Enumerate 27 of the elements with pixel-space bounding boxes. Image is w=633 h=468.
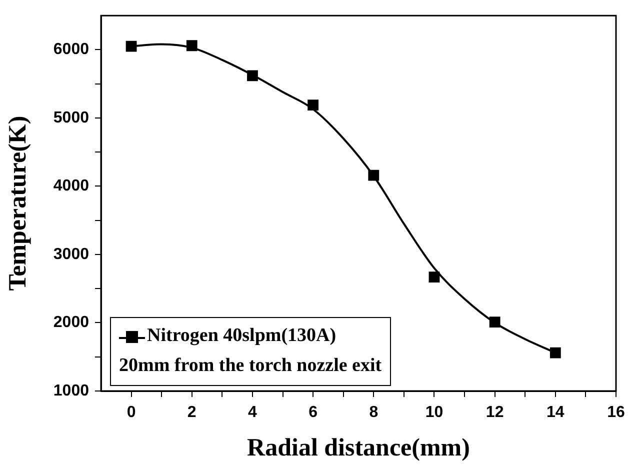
x-axis-title: Radial distance(mm) [247, 434, 470, 462]
y-tick-label: 6000 [53, 41, 90, 58]
x-tick-label: 0 [126, 404, 136, 422]
x-tick-label: 12 [486, 404, 504, 422]
x-tick-label: 4 [248, 404, 258, 422]
y-tick-label: 4000 [53, 178, 90, 195]
point [308, 100, 319, 110]
annotation: 20mm from the torch nozzle exit [119, 354, 382, 378]
x-tick-label: 16 [607, 404, 625, 422]
x-tick-label: 8 [369, 404, 378, 422]
y-tick-label: 3000 [53, 246, 90, 263]
point [489, 316, 500, 328]
point [368, 170, 380, 181]
y-axis-title: Temperature(K) [4, 116, 32, 291]
x-tick-label: 14 [546, 404, 564, 422]
x-tick-label: 6 [308, 404, 318, 422]
x-tick-label: 2 [187, 404, 196, 422]
point [126, 40, 137, 52]
y-tick-label: 5000 [53, 109, 90, 126]
y-tick-label: 1000 [53, 382, 90, 400]
y-tick-label: 2000 [53, 314, 90, 332]
point [247, 70, 258, 82]
legend-label: Nitrogen 40slpm(130A) [146, 324, 338, 348]
point [186, 40, 198, 52]
point [428, 272, 440, 282]
point [550, 347, 561, 358]
x-tick-label: 10 [425, 404, 444, 422]
